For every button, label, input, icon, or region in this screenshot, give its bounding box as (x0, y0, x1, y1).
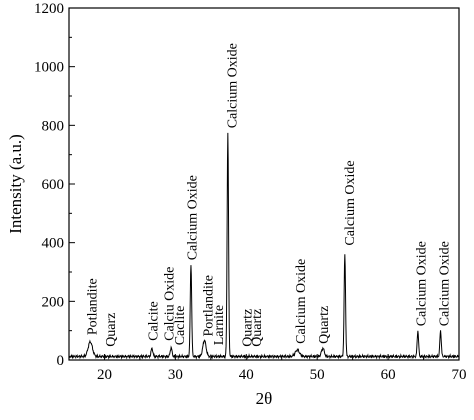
y-tick-label: 400 (42, 236, 65, 252)
y-tick-label: 0 (57, 353, 65, 369)
y-axis-ticks: 0 200 400 600 800 1000 1200 (34, 1, 75, 369)
peak-annotation: Quarz (104, 313, 119, 347)
y-axis-title: Intensity (a.u.) (6, 134, 25, 234)
peak-annotation: Calcium Oxide (415, 241, 430, 326)
peak-annotation: Calcium Oxide (343, 160, 358, 245)
x-tick-label: 40 (239, 367, 254, 383)
x-axis-title: 2θ (256, 389, 273, 408)
peak-annotation: Calcium Oxide (225, 43, 240, 128)
y-tick-label: 800 (42, 118, 65, 134)
peak-annotation: Portlandite (201, 275, 216, 336)
plot-layer (68, 132, 460, 360)
peak-annotation: Calcite (147, 301, 162, 341)
series-line-xrd-pattern (68, 132, 460, 360)
y-tick-label: 600 (42, 177, 65, 193)
peak-annotation: Larnite (212, 305, 227, 345)
y-tick-label: 1000 (34, 60, 64, 76)
peak-annotation: Caclite (173, 306, 188, 346)
peak-annotation: Calcium Oxide (186, 175, 201, 260)
peak-annotation: Quartz (250, 309, 265, 347)
peak-annotation: Quartz (317, 306, 332, 344)
x-tick-label: 30 (168, 367, 183, 383)
y-tick-label: 200 (42, 294, 65, 310)
plot-frame (68, 7, 460, 361)
peak-annotation: Potlandite (86, 278, 101, 335)
peak-annotation: Calcium Oxide (294, 259, 309, 344)
peak-annotations: Potlandite Quarz Calcite Calciu OxideCaclit… (86, 43, 453, 347)
x-axis-ticks: 20 30 40 50 60 70 (68, 354, 467, 383)
peak-annotation: Calciu Oxide (162, 267, 177, 341)
x-tick-label: 60 (381, 367, 396, 383)
x-tick-label: 20 (97, 367, 112, 383)
x-tick-label: 70 (452, 367, 467, 383)
peak-annotation: Quartz (240, 309, 255, 347)
peak-annotation: Calcium Oxide (437, 241, 452, 326)
y-tick-label: 1200 (34, 1, 64, 17)
x-tick-label: 50 (310, 367, 325, 383)
